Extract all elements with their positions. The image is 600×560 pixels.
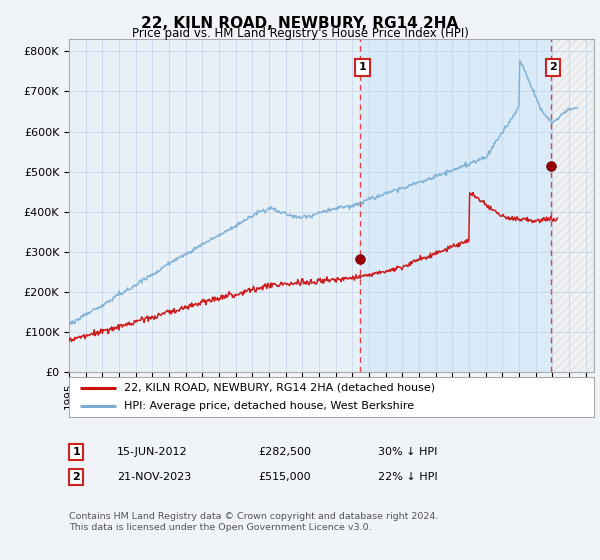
Text: HPI: Average price, detached house, West Berkshire: HPI: Average price, detached house, West…	[124, 402, 414, 411]
Text: £515,000: £515,000	[258, 472, 311, 482]
Bar	[551, 39, 594, 372]
Text: 2: 2	[549, 62, 557, 72]
Text: Price paid vs. HM Land Registry's House Price Index (HPI): Price paid vs. HM Land Registry's House …	[131, 27, 469, 40]
Text: 1: 1	[359, 62, 367, 72]
Text: 22% ↓ HPI: 22% ↓ HPI	[378, 472, 437, 482]
Text: 21-NOV-2023: 21-NOV-2023	[117, 472, 191, 482]
Text: 1: 1	[73, 447, 80, 457]
Text: 15-JUN-2012: 15-JUN-2012	[117, 447, 188, 457]
Text: Contains HM Land Registry data © Crown copyright and database right 2024.
This d: Contains HM Land Registry data © Crown c…	[69, 512, 439, 532]
Bar	[360, 39, 551, 372]
Text: 22, KILN ROAD, NEWBURY, RG14 2HA (detached house): 22, KILN ROAD, NEWBURY, RG14 2HA (detach…	[124, 383, 435, 393]
Text: 22, KILN ROAD, NEWBURY, RG14 2HA: 22, KILN ROAD, NEWBURY, RG14 2HA	[142, 16, 458, 31]
Text: 2: 2	[73, 472, 80, 482]
Bar	[551, 39, 594, 372]
Text: 30% ↓ HPI: 30% ↓ HPI	[378, 447, 437, 457]
Text: £282,500: £282,500	[258, 447, 311, 457]
